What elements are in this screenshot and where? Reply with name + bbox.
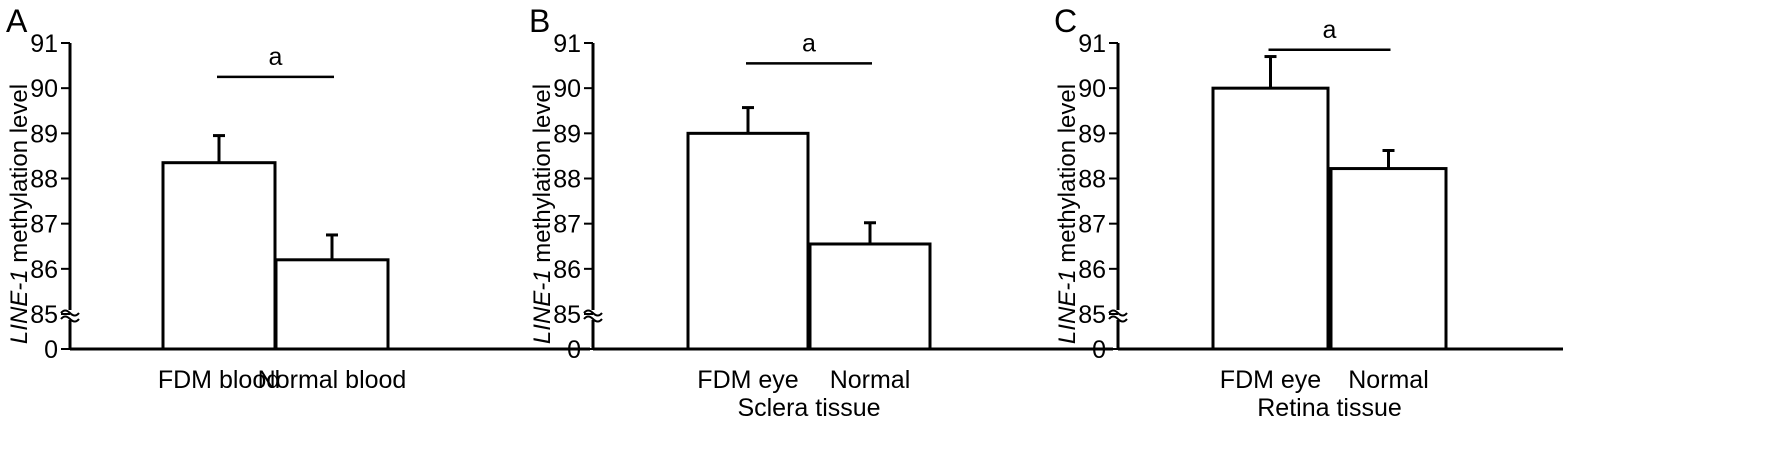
bar [808, 242, 932, 351]
axis-break-mark [60, 315, 80, 323]
bar [1211, 86, 1330, 351]
panel-label: B [529, 3, 550, 39]
y-axis-title-rest: methylation level [6, 84, 33, 269]
y-tick-label: 85 [1078, 301, 1106, 329]
y-tick-label: 88 [553, 166, 581, 194]
y-tick-label: 89 [30, 120, 58, 148]
bar [1329, 167, 1448, 351]
y-tick-label: 90 [1078, 75, 1106, 103]
y-tick-label: 88 [1078, 166, 1106, 194]
y-tick-label: 88 [30, 166, 58, 194]
significance-label: a [802, 29, 816, 57]
y-tick-label: 87 [1078, 211, 1106, 239]
y-axis-title-rest: methylation level [1054, 84, 1081, 269]
y-axis-title: LINE-1 methylation level [6, 84, 33, 344]
y-tick-label: 85 [553, 301, 581, 329]
y-tick-label: 91 [1078, 30, 1106, 58]
y-tick-label: 90 [553, 75, 581, 103]
axis-break-mark [1108, 315, 1128, 323]
chart-svg: B 0 85 86 87 88 89 90 91 LINE-1 methylation level… [529, 3, 1113, 422]
y-tick-label: 91 [553, 30, 581, 58]
y-tick-label: 85 [30, 301, 58, 329]
y-tick-label: 90 [30, 75, 58, 103]
panel-label: A [6, 3, 28, 39]
bar [274, 258, 390, 351]
significance-label: a [269, 43, 283, 71]
y-tick-label: 86 [30, 256, 58, 284]
y-tick-label: 89 [1078, 120, 1106, 148]
y-tick-label: 0 [1092, 336, 1106, 364]
y-tick-label: 89 [553, 120, 581, 148]
x-axis-title: Retina tissue [1257, 394, 1402, 422]
y-tick-label: 0 [44, 336, 58, 364]
y-tick-label: 86 [1078, 256, 1106, 284]
x-tick-label: FDM eye [1220, 366, 1321, 394]
panel-label: C [1054, 3, 1077, 39]
y-axis-title: LINE-1 methylation level [529, 84, 556, 344]
y-tick-label: 0 [567, 336, 581, 364]
chart-panel-c: C 0 85 86 87 88 89 90 91 LINE-1 methylation level… [1048, 0, 1772, 473]
y-axis-title-italic: LINE-1 [6, 269, 33, 344]
chart-panel-b: B 0 85 86 87 88 89 90 91 LINE-1 methylation level… [523, 0, 1118, 473]
y-tick-label: 87 [30, 211, 58, 239]
x-tick-label: FDM eye [697, 366, 798, 394]
axis-break-mark [583, 315, 603, 323]
x-axis-title: Sclera tissue [737, 394, 880, 422]
x-tick-label: Normal [1348, 366, 1429, 394]
significance-label: a [1323, 16, 1337, 44]
y-tick-label: 86 [553, 256, 581, 284]
y-axis-title-italic: LINE-1 [1054, 269, 1081, 344]
chart-svg: A 0 85 86 87 88 89 90 91 LINE-1 methylation level… [6, 3, 590, 394]
x-tick-label: Normal [830, 366, 911, 394]
y-axis-title: LINE-1 methylation level [1054, 84, 1081, 344]
y-tick-label: 87 [553, 211, 581, 239]
chart-panel-a: A 0 85 86 87 88 89 90 91 LINE-1 methylation level… [0, 0, 595, 473]
y-axis-title-italic: LINE-1 [529, 269, 556, 344]
bar [686, 131, 810, 351]
y-tick-label: 91 [30, 30, 58, 58]
bar [161, 161, 277, 351]
x-tick-label: Normal blood [258, 366, 407, 394]
y-axis-title-rest: methylation level [529, 84, 556, 269]
x-tick-label: FDM blood [158, 366, 280, 394]
chart-svg: C 0 85 86 87 88 89 90 91 LINE-1 methylation level… [1054, 3, 1563, 422]
